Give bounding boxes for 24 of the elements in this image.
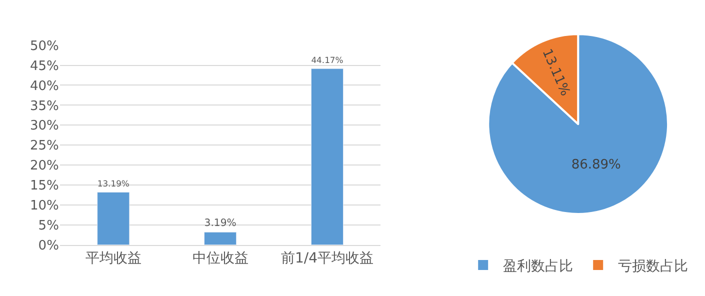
y-tick-label: 15% [30, 178, 59, 194]
y-tick-label: 45% [30, 58, 59, 74]
x-tick-label: 前1/4平均收益 [280, 250, 374, 267]
y-tick-label: 35% [30, 98, 59, 114]
data-label: 44.17% [311, 55, 344, 66]
bar [310, 68, 344, 245]
legend-label: 亏损数占比 [618, 258, 688, 274]
y-tick-label: 40% [30, 78, 59, 94]
x-tick-label: 中位收益 [192, 250, 248, 267]
bar [97, 192, 130, 245]
y-tick-label: 10% [30, 198, 59, 214]
data-label: 13.19% [97, 178, 130, 189]
y-tick-label: 5% [38, 218, 59, 234]
y-tick-label: 25% [30, 138, 59, 154]
y-tick-label: 50% [30, 38, 59, 54]
y-tick-label: 20% [30, 158, 59, 174]
data-label: 86.89% [571, 158, 621, 173]
bar [204, 232, 237, 245]
data-label: 3.19% [204, 218, 237, 230]
y-tick-label: 0% [38, 238, 59, 254]
x-tick-label: 平均收益 [85, 250, 142, 267]
pie-slice [487, 33, 670, 215]
legend-label: 盈利数占比 [503, 258, 574, 274]
y-tick-label: 30% [30, 118, 59, 134]
